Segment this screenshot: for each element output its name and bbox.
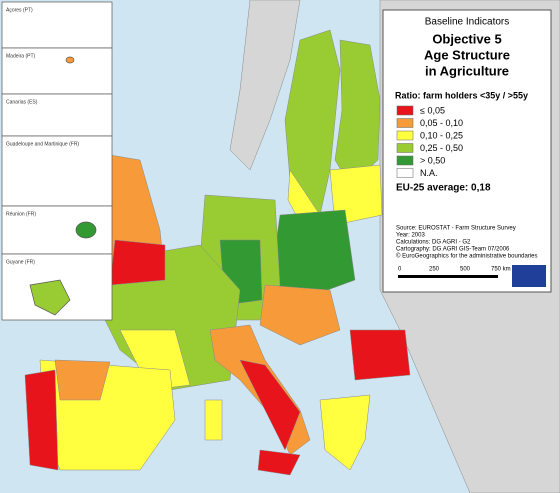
- legend-swatch: [396, 130, 414, 141]
- inset-box: [1, 47, 113, 95]
- legend-swatch: [396, 105, 414, 116]
- sicily: [257, 449, 301, 476]
- scale-label: 0: [398, 267, 402, 273]
- inset-label: Réunion (FR): [6, 211, 36, 217]
- inset-label: Guyane (FR): [6, 259, 35, 265]
- legend-label: 0,05 - 0,10: [420, 118, 463, 128]
- madeira-shape: [65, 56, 75, 64]
- legend-label: 0,10 - 0,25: [420, 130, 463, 140]
- inset-label: Açores (PT): [6, 7, 33, 13]
- legend-swatch: [396, 168, 414, 178]
- eu-flag: [512, 265, 546, 287]
- spain-north: [54, 359, 111, 401]
- insets: [1, 1, 113, 321]
- portugal: [24, 369, 59, 471]
- source-line: Year: 2003: [396, 233, 425, 239]
- legend-label: > 0,50: [420, 155, 445, 165]
- sweden: [284, 29, 341, 221]
- scale-bar: [398, 275, 498, 278]
- greece: [319, 394, 371, 471]
- inset-label: Guadeloupe and Martinique (FR): [6, 141, 79, 147]
- central-europe: [259, 284, 341, 346]
- inset-label: Madeira (PT): [6, 53, 36, 59]
- uk-south: [109, 239, 166, 286]
- inset-label: Canarias (ES): [6, 99, 38, 105]
- guyane-shape: [29, 279, 71, 316]
- reunion-shape: [75, 221, 97, 239]
- inset-box: [1, 135, 113, 207]
- source-line: Cartography: DG AGRI GIS-Team 07/2006: [396, 247, 510, 253]
- scale-label: 750 km: [491, 267, 511, 273]
- legend-swatch: [396, 118, 414, 128]
- legend-title: Ratio: farm holders <35y / >55y: [395, 90, 528, 100]
- scale-label: 500: [460, 267, 471, 273]
- kicker: Baseline Indicators: [425, 17, 510, 28]
- source-line: Calculations: DG AGRI - G2: [396, 240, 471, 246]
- sardinia: [204, 399, 223, 441]
- italy-south: [239, 359, 301, 451]
- legend-label: 0,25 - 0,50: [420, 143, 463, 153]
- source-line: © EuroGeographics for the administrative…: [396, 253, 538, 260]
- title-line: Objective 5: [432, 31, 501, 46]
- legend-label: ≤ 0,05: [420, 105, 445, 115]
- legend-swatch: [396, 155, 414, 166]
- title-line: Age Structure: [424, 47, 510, 62]
- bulgaria: [349, 329, 411, 381]
- title-line: in Agriculture: [425, 63, 509, 78]
- legend-swatch: [396, 143, 414, 153]
- scale-label: 250: [429, 267, 440, 273]
- norway: [229, 0, 301, 171]
- finland: [334, 39, 381, 186]
- average: EU-25 average: 0,18: [396, 183, 491, 194]
- legend-label: N.A.: [420, 168, 438, 178]
- source-line: Source: EUROSTAT - Farm Structure Survey: [396, 226, 516, 232]
